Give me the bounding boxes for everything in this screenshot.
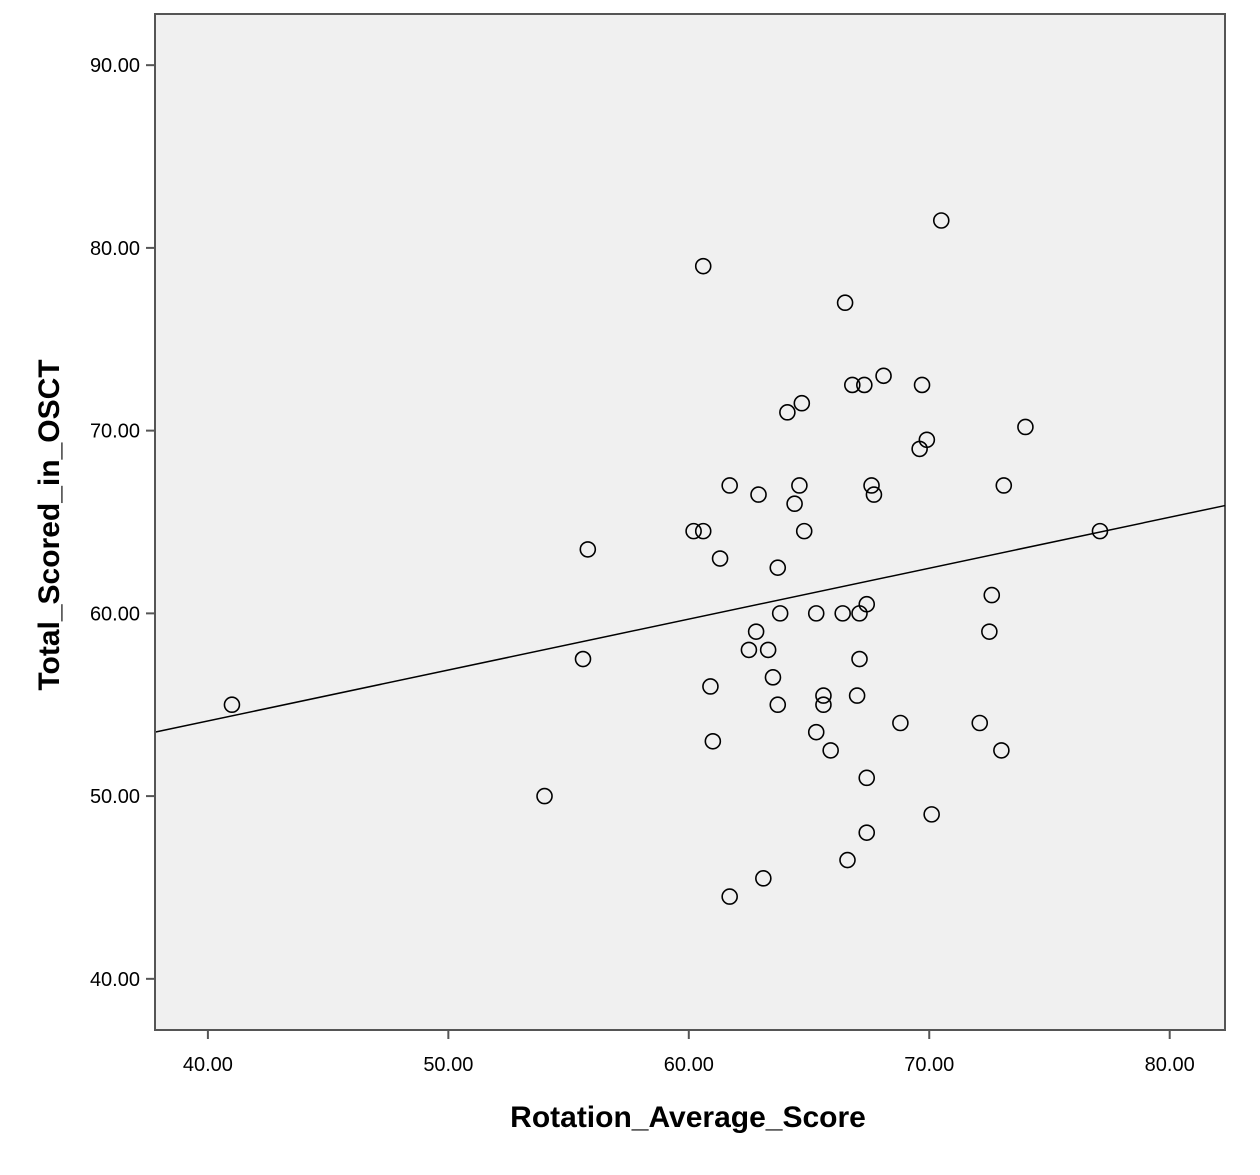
plot-area [154, 13, 1226, 1031]
data-point [702, 678, 719, 695]
x-tick-label: 60.00 [664, 1054, 714, 1076]
data-point [913, 376, 931, 394]
data-point [865, 486, 883, 503]
data-point [223, 696, 241, 714]
data-point [579, 541, 597, 558]
data-point [721, 477, 738, 494]
data-point [769, 696, 787, 714]
data-point [815, 687, 832, 704]
data-point [839, 851, 856, 869]
y-tick-label: 90.00 [90, 55, 140, 77]
data-point [807, 605, 825, 622]
data-point [932, 212, 950, 229]
data-point [983, 586, 1001, 604]
y-tick-label: 80.00 [90, 238, 140, 260]
data-point [704, 732, 722, 750]
data-point [694, 522, 712, 540]
y-tick-label: 50.00 [90, 786, 140, 808]
data-point [822, 742, 839, 759]
data-point [771, 605, 789, 622]
data-point [750, 486, 767, 503]
data-point [711, 550, 729, 567]
y-tick-label: 60.00 [90, 603, 140, 625]
data-point [892, 714, 909, 732]
data-point [536, 787, 553, 805]
y-tick-label: 70.00 [90, 421, 140, 443]
data-point [759, 641, 777, 659]
data-point [863, 477, 880, 494]
data-point [786, 495, 803, 513]
data-point [815, 696, 832, 714]
data-point [1017, 418, 1034, 436]
fit-line [154, 504, 1226, 733]
data-point [834, 605, 851, 622]
data-point [769, 559, 787, 576]
data-point [779, 404, 796, 421]
data-point [995, 477, 1013, 494]
data-point [793, 394, 811, 412]
x-tick-label: 80.00 [1145, 1054, 1195, 1076]
data-point [694, 257, 712, 275]
data-point [755, 870, 772, 887]
data-point [981, 623, 998, 640]
data-point [747, 623, 765, 640]
x-tick-label: 40.00 [183, 1054, 233, 1076]
x-tick-label: 70.00 [904, 1054, 954, 1076]
data-point [844, 376, 861, 394]
data-point [858, 595, 876, 613]
data-point [923, 806, 940, 823]
data-point [764, 669, 782, 686]
y-axis-title: Total_Scored_in_OSCT [33, 359, 66, 690]
data-point [807, 723, 825, 741]
data-point [918, 431, 936, 449]
data-point [1091, 522, 1109, 540]
data-point [875, 367, 892, 385]
data-point [836, 294, 854, 312]
x-tick-label: 50.00 [423, 1054, 473, 1076]
data-point [993, 742, 1010, 759]
data-point [856, 376, 873, 394]
y-tick-label: 40.00 [90, 969, 140, 991]
x-axis-title: Rotation_Average_Score [510, 1101, 866, 1134]
data-point [851, 650, 868, 668]
data-point [848, 687, 866, 704]
data-point [971, 714, 989, 732]
data-point [574, 650, 592, 668]
data-point [721, 888, 738, 905]
data-point [858, 769, 876, 787]
data-point [795, 522, 813, 540]
data-point [685, 522, 702, 540]
data-point [791, 477, 808, 494]
data-point [858, 824, 876, 841]
data-point [740, 641, 758, 659]
